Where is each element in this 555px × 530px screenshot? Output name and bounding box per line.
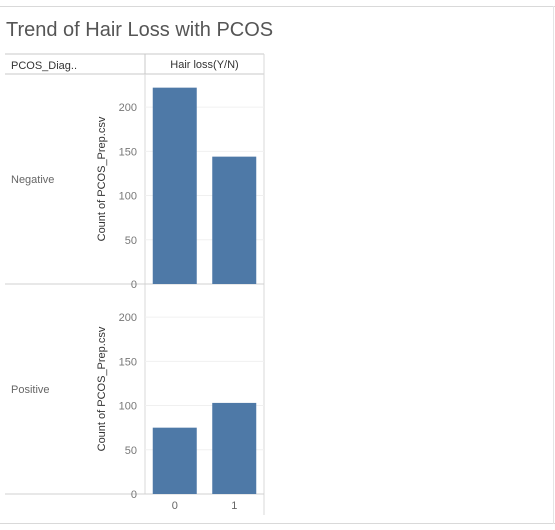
top-border [0,6,555,7]
row-dimension-header: PCOS_Diag.. [11,60,77,72]
bar-positive-1 [212,402,257,494]
bottom-border [0,523,555,524]
y-axis-title: Count of PCOS_Prep.csv [96,326,108,451]
y-tick-label: 150 [119,146,137,158]
row-label-negative: Negative [11,174,54,186]
y-tick-label: 50 [125,235,137,247]
y-tick-label: 0 [131,279,137,291]
y-tick-label: 100 [119,401,137,413]
x-tick-label: 0 [172,500,178,512]
right-border [553,6,554,524]
column-dimension-header: Hair loss(Y/N) [170,59,238,71]
bar-negative-1 [212,156,257,284]
y-tick-label: 0 [131,489,137,501]
y-tick-label: 200 [119,312,137,324]
y-tick-label: 150 [119,356,137,368]
y-axis-title: Count of PCOS_Prep.csv [96,116,108,241]
y-tick-label: 50 [125,445,137,457]
y-tick-label: 100 [119,191,137,203]
row-label-positive: Positive [11,384,50,396]
chart-title: Trend of Hair Loss with PCOS [6,19,274,41]
x-tick-label: 1 [231,500,237,512]
bar-negative-0 [152,87,197,284]
y-tick-label: 200 [119,102,137,114]
bar-positive-0 [152,427,197,494]
